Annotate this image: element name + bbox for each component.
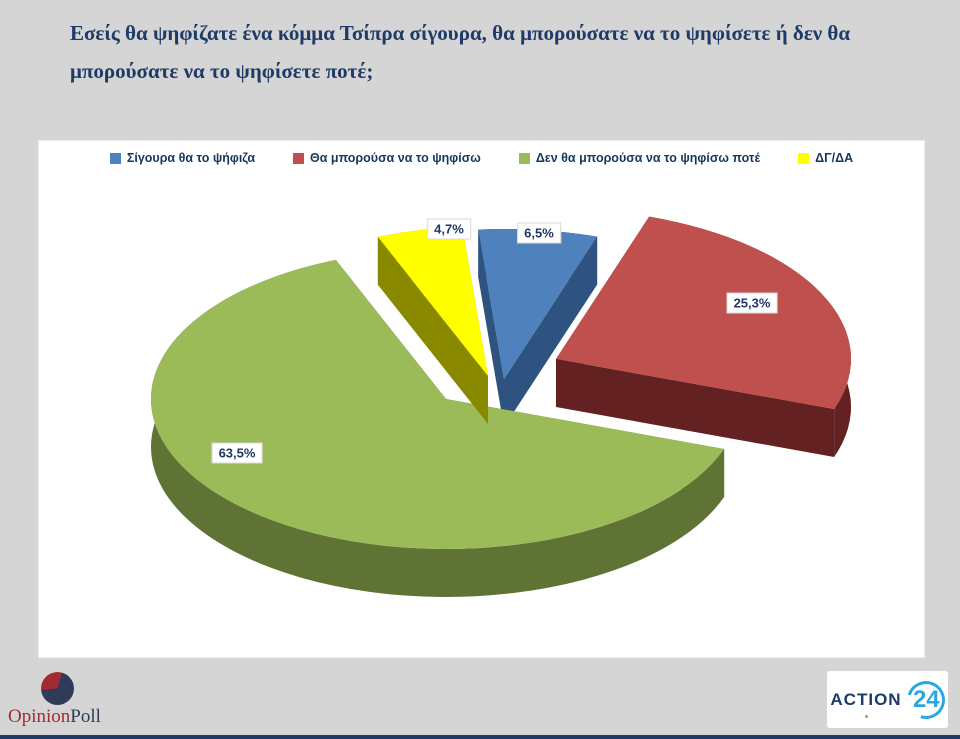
legend-item-0: Σίγουρα θα το ψήφιζα [109,151,256,165]
action24-circle-icon: 24 [899,673,952,726]
legend-swatch-icon [109,152,121,164]
legend-item-2: Δεν θα μπορούσα να το ψηφίσω ποτέ [518,151,761,165]
legend-label: ΔΓ/ΔΑ [815,151,854,165]
pie-slice-0-wall-start [478,229,504,427]
legend-label: Θα μπορούσα να το ψηφίσω [310,151,481,165]
opinionpoll-pie-icon [41,672,74,705]
opinionpoll-word-poll: Poll [70,706,101,727]
pie-slice-3-top [377,226,488,376]
pie-slice-1-wall-end [556,359,835,458]
pie-value-label-0: 6,5% [517,222,561,244]
page-title: Εσείς θα ψηφίζατε ένα κόμμα Τσίπρα σίγου… [70,21,851,83]
pie-chart [150,216,851,598]
pie-slice-0-wall-end [504,236,598,427]
legend-swatch-icon [293,152,305,164]
pie-slice-0-top [478,229,598,379]
pie-slice-1-top [556,216,851,410]
pie-value-label-1: 25,3% [726,292,778,314]
action24-dot [865,715,868,718]
chart-legend: Σίγουρα θα το ψήφιζα Θα μπορούσα να το ψη… [39,151,924,165]
pie-slice-2-top [150,259,725,549]
action24-word-action: ACTION [830,689,902,709]
opinionpoll-logo: OpinionPoll [8,670,138,732]
pie-value-label-3: 4,7% [427,218,471,240]
bottom-accent-bar [0,735,960,739]
legend-item-3: ΔΓ/ΔΑ [798,151,853,165]
legend-label: Δεν θα μπορούσα να το ψηφίσω ποτέ [535,151,761,165]
pie-slice-3-wall-start [377,236,488,424]
pie-value-label-2: 63,5% [211,442,263,464]
action24-logo: ACTION 24 [827,671,952,728]
legend-swatch-icon [798,152,810,164]
opinionpoll-word-opinion: Opinion [8,706,71,727]
legend-item-1: Θα μπορούσα να το ψηφίσω [293,151,481,165]
chart-panel: Σίγουρα θα το ψήφιζα Θα μπορούσα να το ψη… [38,140,925,658]
legend-swatch-icon [518,152,530,164]
legend-label: Σίγουρα θα το ψήφιζα [126,151,256,165]
action24-number: 24 [912,685,939,713]
opinionpoll-wordmark: OpinionPoll [8,706,101,728]
